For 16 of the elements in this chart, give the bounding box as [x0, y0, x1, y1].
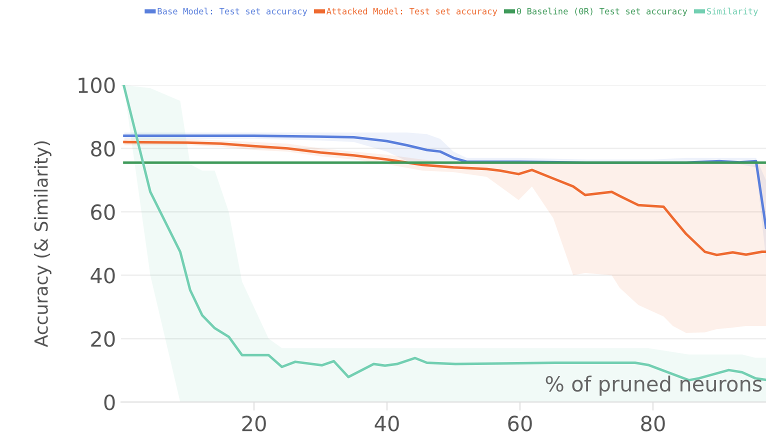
y-tick-label: 60 — [91, 204, 115, 220]
x-axis-title: % of pruned neurons — [546, 376, 762, 396]
legend-label: Similarity — [706, 8, 758, 16]
y-tick-label: 20 — [91, 331, 115, 347]
legend-label: Base Model: Test set accuracy — [158, 8, 308, 16]
y-tick-label: 80 — [91, 140, 115, 157]
legend-label: 0 Baseline (0R) Test set accuracy — [516, 8, 688, 16]
x-tick-label: 40 — [374, 416, 399, 432]
x-tick-label: 60 — [508, 416, 532, 432]
y-tick-label: 100 — [78, 77, 115, 94]
x-tick-label: 80 — [641, 416, 665, 432]
y-tick-label: 40 — [90, 268, 115, 284]
y-tick-label: 0 — [104, 394, 115, 410]
x-tick-label: 20 — [242, 416, 266, 432]
legend-label: Attacked Model: Test set accuracy — [326, 8, 498, 16]
y-axis-title: Accuracy (& Similarity) — [34, 141, 52, 348]
